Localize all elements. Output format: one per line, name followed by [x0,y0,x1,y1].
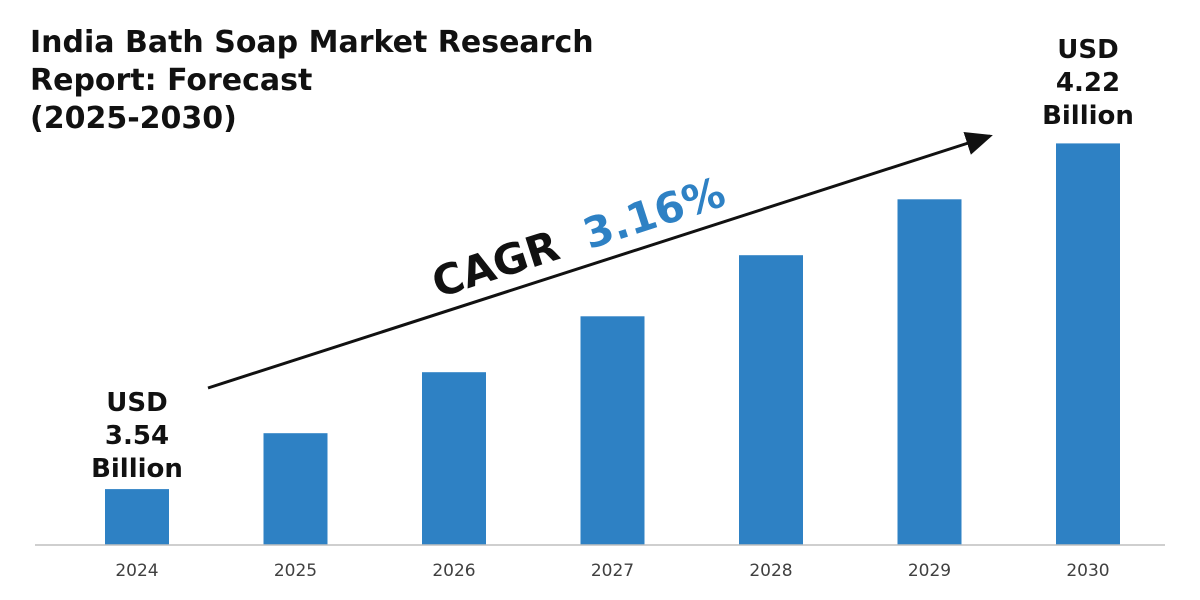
x-tick-label-2025: 2025 [274,561,317,581]
x-tick-label-2028: 2028 [749,561,792,581]
end-callout-unit: Billion [1042,101,1134,131]
trend-arrow [207,131,993,390]
bars [105,143,1120,546]
x-tick-label-2026: 2026 [432,561,475,581]
x-tick-label-2027: 2027 [591,561,634,581]
bar-2026 [422,372,486,545]
x-axis-ticks: 2024 2025 2026 2027 2028 2029 2030 [115,561,1109,581]
x-tick-label-2030: 2030 [1066,561,1109,581]
chart-title: India Bath Soap Market Research Report: … [30,25,594,136]
end-callout-currency: USD [1057,35,1118,65]
x-tick-label-2024: 2024 [115,561,158,581]
chart-title-line-1: India Bath Soap Market Research [30,25,594,60]
bar-2027 [580,316,645,546]
bar-2024 [105,489,169,545]
end-callout-value: 4.22 [1056,68,1120,98]
start-value-callout: USD 3.54 Billion [91,388,183,484]
start-callout-value: 3.54 [105,421,169,451]
end-value-callout: USD 4.22 Billion [1042,35,1134,131]
cagr-annotation: CAGR 3.16% [426,167,731,307]
start-callout-unit: Billion [91,454,183,484]
start-callout-currency: USD [106,388,167,418]
x-tick-label-2029: 2029 [908,561,951,581]
bar-2025 [263,433,328,545]
chart-title-line-2: Report: Forecast [30,63,312,98]
bar-2029 [897,199,962,546]
bar-2030 [1056,143,1120,545]
bar-2028 [739,255,803,545]
chart-title-line-3: (2025-2030) [30,101,237,136]
